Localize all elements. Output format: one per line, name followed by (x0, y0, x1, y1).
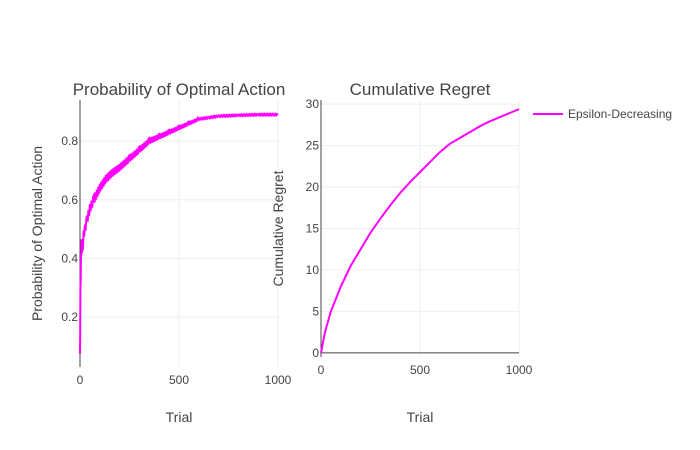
cumulative-regret-x-tick-label: 0 (318, 363, 325, 377)
optimal-action-gridlines (80, 100, 279, 367)
cumulative-regret-y-tick-label: 15 (306, 222, 320, 236)
cumulative-regret-panel: 0 500 1000 0 5 10 15 20 25 30 Cumulative Regret T… (270, 80, 533, 425)
optimal-action-series-line (79, 112, 279, 354)
optimal-action-x-tick-label: 1000 (265, 373, 292, 387)
cumulative-regret-y-tick-label: 25 (306, 139, 320, 153)
optimal-action-y-axis-title: Probability of Optimal Action (29, 146, 45, 321)
cumulative-regret-y-tick-label: 10 (306, 263, 320, 277)
cumulative-regret-y-tick-label: 5 (312, 304, 319, 318)
cumulative-regret-x-tick-label: 1000 (506, 363, 533, 377)
cumulative-regret-y-axis-title: Cumulative Regret (270, 170, 286, 286)
optimal-action-y-tick-label: 0.2 (61, 310, 78, 324)
optimal-action-y-tick-label: 0.6 (61, 193, 78, 207)
cumulative-regret-series-line (320, 108, 520, 354)
cumulative-regret-y-tick-label: 0 (312, 346, 319, 360)
legend-label: Epsilon-Decreasing (568, 107, 672, 121)
cumulative-regret-chart-title: Cumulative Regret (350, 80, 491, 99)
optimal-action-y-tick-label: 0.4 (61, 251, 78, 265)
optimal-action-tick-labels: 0 500 1000 0.2 0.4 0.6 0.8 (61, 134, 291, 387)
cumulative-regret-x-axis-title: Trial (407, 409, 434, 425)
cumulative-regret-y-tick-label: 30 (306, 97, 320, 111)
optimal-action-panel: 0 500 1000 0.2 0.4 0.6 0.8 Probability of Opti… (29, 80, 292, 425)
cumulative-regret-gridlines (321, 100, 520, 357)
optimal-action-x-tick-label: 500 (169, 373, 189, 387)
cumulative-regret-tick-labels: 0 500 1000 0 5 10 15 20 25 30 (306, 97, 533, 377)
cumulative-regret-y-tick-label: 20 (306, 180, 320, 194)
optimal-action-x-axis-title: Trial (166, 409, 193, 425)
legend[interactable]: Epsilon-Decreasing (533, 107, 672, 121)
optimal-action-chart-title: Probability of Optimal Action (73, 80, 286, 99)
optimal-action-y-tick-label: 0.8 (61, 134, 78, 148)
cumulative-regret-x-tick-label: 500 (410, 363, 430, 377)
optimal-action-x-tick-label: 0 (77, 373, 84, 387)
